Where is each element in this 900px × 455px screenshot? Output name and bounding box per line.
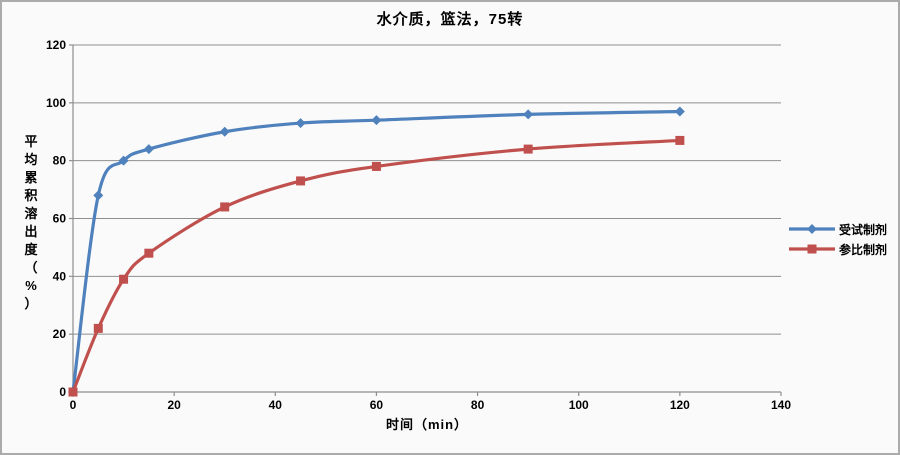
series-test xyxy=(68,106,685,397)
y-tick-label: 0 xyxy=(59,385,66,399)
data-point-marker-diamond xyxy=(295,118,306,129)
y-axis-label-char: % xyxy=(25,278,37,293)
y-axis-label-char: 溶 xyxy=(24,206,38,221)
series-line-reference xyxy=(71,138,682,394)
data-point-marker-diamond xyxy=(371,115,382,126)
x-tick-label: 80 xyxy=(471,398,485,412)
data-point-marker-square xyxy=(144,248,154,258)
data-point-marker-square xyxy=(119,274,129,284)
data-point-marker-diamond xyxy=(807,224,817,234)
data-point-marker-square xyxy=(93,323,103,333)
legend-item-test: 受试制剂 xyxy=(789,219,887,239)
y-axis-label-char: 度 xyxy=(24,242,38,257)
data-point-marker-square xyxy=(807,244,817,254)
data-point-marker-diamond xyxy=(143,144,154,155)
y-tick-label: 80 xyxy=(53,154,67,168)
legend-line-square-icon xyxy=(789,244,835,254)
x-tick-label: 100 xyxy=(569,398,589,412)
data-point-marker-square xyxy=(371,161,381,171)
data-point-marker-diamond xyxy=(93,190,104,201)
legend-label-reference: 参比制剂 xyxy=(839,242,888,257)
y-tick-label: 20 xyxy=(53,327,67,341)
legend-item-reference: 参比制剂 xyxy=(789,239,887,259)
data-point-marker-square xyxy=(675,135,685,145)
y-tick-label: 120 xyxy=(46,38,66,52)
chart-title: 水介质，篮法，75转 xyxy=(376,11,524,28)
legend: 受试制剂 参比制剂 xyxy=(789,219,887,259)
data-point-marker-diamond xyxy=(219,126,230,137)
y-axis-label-char: 均 xyxy=(24,152,38,167)
legend-line-diamond-icon xyxy=(789,224,835,234)
y-tick-label: 40 xyxy=(53,269,67,283)
x-tick-label: 120 xyxy=(670,398,690,412)
y-axis-label-char: 平 xyxy=(24,134,38,149)
x-tick-label: 60 xyxy=(370,398,384,412)
data-point-marker-diamond xyxy=(118,155,129,166)
data-point-marker-square xyxy=(220,202,230,212)
x-tick-label: 40 xyxy=(269,398,283,412)
data-point-marker-square xyxy=(296,176,306,186)
y-axis-label-char: （ xyxy=(24,260,38,275)
data-point-marker-diamond xyxy=(674,106,685,117)
x-tick-label: 0 xyxy=(70,398,77,412)
y-axis-label: 平均累积溶出度 （% ） xyxy=(16,133,46,313)
data-point-marker-square xyxy=(523,144,533,154)
y-tick-label: 60 xyxy=(53,212,67,226)
x-axis-label: 时间（min） xyxy=(385,417,469,432)
y-axis-label-char: 出 xyxy=(24,224,38,239)
legend-label-test: 受试制剂 xyxy=(839,222,888,237)
y-axis-label-char: ） xyxy=(24,296,38,311)
series-reference xyxy=(68,135,685,397)
series-line-test xyxy=(71,109,682,394)
y-tick-label: 100 xyxy=(46,96,66,110)
x-tick-label: 140 xyxy=(771,398,791,412)
y-axis-label-char: 累 xyxy=(24,170,38,185)
y-axis-label-char: 积 xyxy=(24,188,38,203)
data-point-marker-diamond xyxy=(523,109,534,120)
data-point-marker-square xyxy=(68,387,78,397)
x-tick-label: 20 xyxy=(167,398,181,412)
